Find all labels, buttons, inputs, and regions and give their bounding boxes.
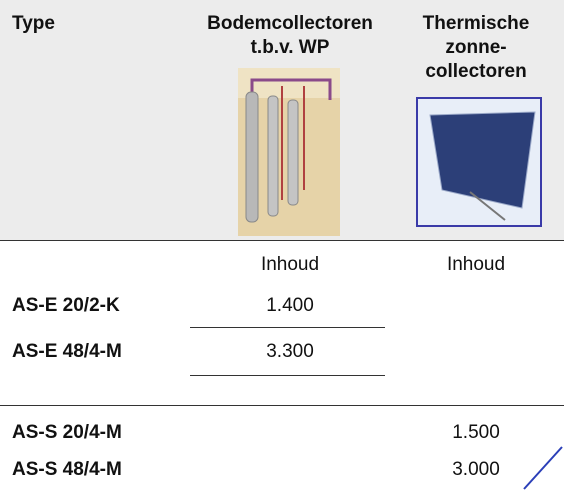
probe: [268, 96, 278, 216]
rule: [0, 240, 564, 241]
row-type: AS-S 48/4-M: [12, 458, 122, 482]
row-type: AS-E 20/2-K: [12, 294, 120, 318]
probe: [246, 92, 258, 222]
row-type: AS-S 20/4-M: [12, 421, 122, 445]
subheader: Inhoud: [447, 253, 505, 277]
probe: [288, 100, 298, 205]
table-page: Type Bodemcollectoren t.b.v. WP Thermisc…: [0, 0, 564, 490]
row-value: 1.400: [266, 294, 314, 318]
corner-line: [520, 445, 564, 490]
row-value: 3.300: [266, 340, 314, 364]
row-value: 1.500: [452, 421, 500, 445]
decor-line: [524, 447, 562, 489]
rule: [190, 327, 385, 328]
illustrations: [0, 0, 564, 240]
rule: [190, 375, 385, 376]
row-value: 3.000: [452, 458, 500, 482]
row-type: AS-E 48/4-M: [12, 340, 122, 364]
rule: [0, 405, 564, 406]
subheader: Inhoud: [261, 253, 319, 277]
